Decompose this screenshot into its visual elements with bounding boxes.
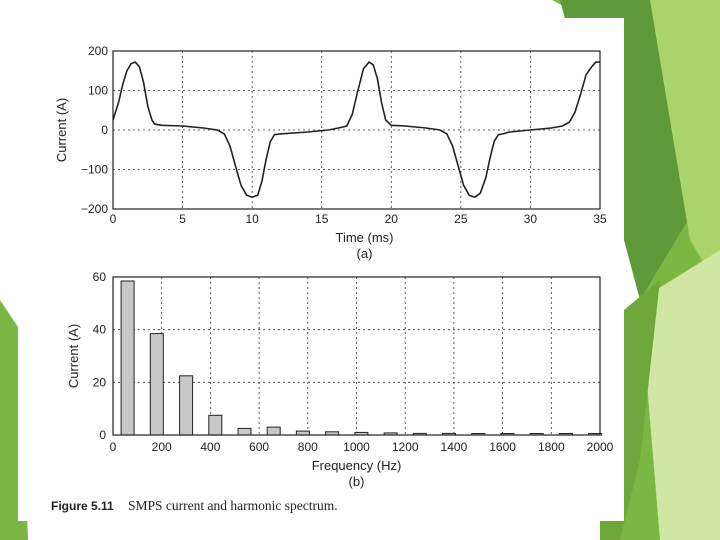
- waveform-y-axis-label: Current (A): [54, 98, 69, 162]
- spectrum-x-tick-label: 200: [152, 440, 172, 454]
- waveform-y-tick-label: −200: [81, 202, 108, 216]
- waveform-x-tick-label: 35: [593, 212, 607, 226]
- spectrum-x-tick-label: 0: [110, 440, 117, 454]
- spectrum-x-axis-label: Frequency (Hz): [312, 458, 402, 473]
- waveform-y-tick-label: 0: [101, 123, 108, 137]
- waveform-y-tick-label: 100: [88, 84, 108, 98]
- spectrum-x-tick-label: 1600: [489, 440, 516, 454]
- current-waveform-line: [112, 61, 600, 199]
- spectrum-y-tick-label: 0: [99, 428, 106, 442]
- spectrum-bar: [179, 375, 194, 436]
- spectrum-y-tick-label: 40: [93, 323, 107, 337]
- spectrum-bar: [266, 426, 281, 436]
- waveform-y-tick-label: 200: [88, 44, 108, 58]
- waveform-y-tick-label: −100: [81, 163, 108, 177]
- spectrum-x-tick-label: 1400: [441, 440, 468, 454]
- spectrum-bar: [149, 333, 164, 436]
- spectrum-y-axis-label: Current (A): [66, 324, 81, 388]
- waveform-x-tick-label: 30: [524, 212, 538, 226]
- waveform-x-tick-label: 20: [385, 212, 399, 226]
- figure-caption-text: SMPS current and harmonic spectrum.: [128, 498, 338, 513]
- waveform-x-tick-label: 5: [179, 212, 186, 226]
- spectrum-y-tick-label: 20: [93, 375, 107, 389]
- spectrum-x-tick-label: 1000: [343, 440, 370, 454]
- spectrum-bar: [120, 280, 135, 436]
- spectrum-x-tick-label: 1200: [392, 440, 419, 454]
- spectrum-x-tick-label: 400: [200, 440, 220, 454]
- spectrum-bars: [120, 280, 603, 436]
- waveform-x-tick-label: 25: [454, 212, 468, 226]
- spectrum-panel-label: (b): [349, 474, 365, 489]
- waveform-frame: [112, 50, 601, 210]
- waveform-x-tick-label: 10: [245, 212, 259, 226]
- waveform-x-tick-label: 15: [315, 212, 329, 226]
- spectrum-frame: [112, 276, 601, 436]
- green-accent-pale: [640, 250, 720, 540]
- green-accent-light: [650, 0, 720, 290]
- spectrum-chart: 0 200 400 600 800 1000 1200 1400 1600 1800 2000604…: [66, 270, 614, 489]
- spectrum-x-tick-label: 600: [249, 440, 269, 454]
- figure-caption-label: Figure 5.11: [51, 499, 114, 513]
- spectrum-y-tick-label: 60: [93, 270, 107, 284]
- spectrum-bar: [237, 427, 252, 436]
- waveform-grid: [113, 51, 600, 209]
- spectrum-x-tick-label: 2000: [587, 440, 614, 454]
- spectrum-x-tick-label: 800: [298, 440, 318, 454]
- spectrum-x-tick-label: 1800: [538, 440, 565, 454]
- spectrum-grid: [113, 277, 600, 435]
- waveform-x-axis-label: Time (ms): [335, 230, 393, 245]
- waveform-x-tick-label: 0: [110, 212, 117, 226]
- spectrum-bar: [208, 414, 223, 436]
- waveform-panel-label: (a): [357, 246, 373, 261]
- spectrum-tick-labels: 0 200 400 600 800 1000 1200 1400 1600 1800 2000604…: [93, 270, 614, 454]
- waveform-tick-labels: 0 5 10 15 20 25 30 35 200 100 0 −100 −200: [81, 44, 607, 226]
